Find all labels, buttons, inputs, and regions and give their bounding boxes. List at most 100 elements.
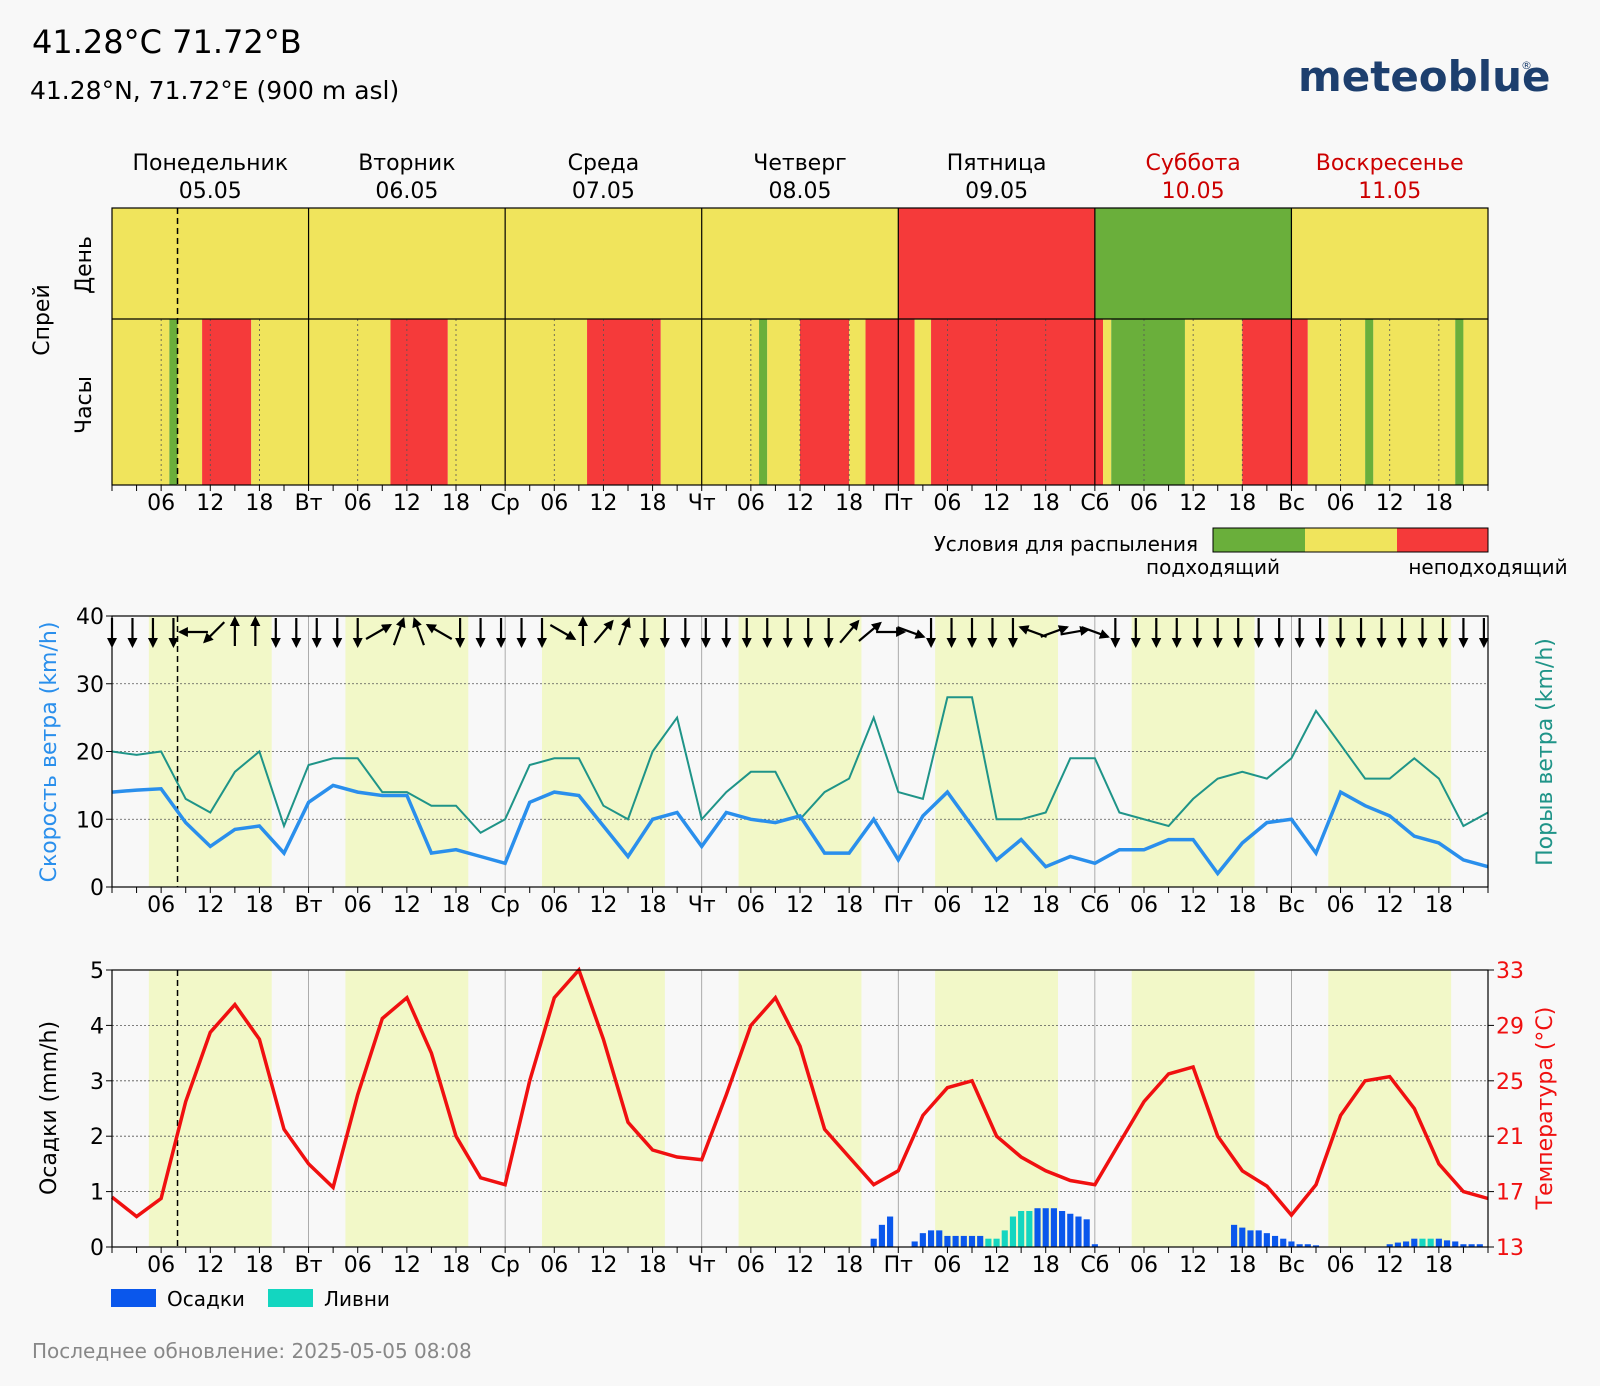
temperature-y-tick-label: 25 — [1496, 1070, 1524, 1095]
precip-bar — [1075, 1216, 1082, 1247]
precip-bar — [1263, 1233, 1270, 1247]
precip-bar — [960, 1235, 967, 1247]
hour-axis-label: 12 — [983, 491, 1011, 516]
day-axis-label: Вс — [1278, 1253, 1305, 1278]
day-name: Четверг — [753, 151, 846, 176]
wind-arrow-head — [1315, 638, 1326, 648]
wind-arrow-head — [168, 638, 179, 648]
temperature-y-tick-label: 21 — [1496, 1125, 1524, 1150]
wind-direction-arrow — [365, 624, 393, 640]
wind-arrow-head — [1458, 638, 1469, 648]
wind-direction-arrow — [425, 624, 453, 640]
legend-frame — [1212, 527, 1489, 553]
wind-arrow-head — [1110, 638, 1121, 648]
day-axis-label: Ср — [490, 893, 519, 918]
precip-bar — [1067, 1213, 1074, 1247]
spray-hour-cell — [1365, 319, 1374, 485]
wind-direction-arrow — [1151, 618, 1162, 648]
precip-axis-label: Осадки (mm/h) — [37, 1021, 62, 1195]
day-axis-label: Чт — [688, 1253, 716, 1278]
wind-arrow-head — [1151, 638, 1162, 648]
wind-arrow-head — [762, 638, 773, 648]
wind-direction-arrow — [537, 618, 547, 648]
hour-axis-label: 18 — [245, 1253, 273, 1278]
wind-arrow-head — [967, 638, 977, 648]
spray-hour-cell — [1307, 319, 1366, 485]
day-axis-label: Сб — [1080, 491, 1109, 516]
wind-direction-arrow — [967, 618, 977, 648]
precip-legend-label: Осадки — [167, 1287, 245, 1311]
hour-axis-label: 18 — [835, 893, 863, 918]
spray-axis-label: Спрей — [30, 284, 55, 356]
day-axis-label: Сб — [1080, 893, 1109, 918]
wind-arrow-head — [1192, 638, 1203, 648]
hour-axis-label: 18 — [639, 893, 667, 918]
day-axis-label: Сб — [1080, 1253, 1109, 1278]
hour-axis-label: 06 — [1327, 893, 1355, 918]
precip-legend-swatch — [111, 1289, 156, 1307]
hour-axis-label: 06 — [147, 491, 175, 516]
precip-bar — [1411, 1238, 1418, 1247]
wind-arrow-head — [680, 638, 691, 648]
precip-bar — [1239, 1227, 1246, 1247]
spray-hour-cell — [1184, 319, 1243, 485]
wind-direction-arrow — [1212, 618, 1223, 648]
showers-bar — [1026, 1210, 1033, 1247]
wind-direction-arrow — [475, 618, 486, 648]
showers-legend-label: Ливни — [324, 1287, 390, 1311]
wind-arrow-head — [1478, 638, 1489, 648]
wind-direction-arrow — [700, 618, 711, 648]
spray-hour-cell — [660, 319, 760, 485]
wind-arrow-head — [896, 627, 907, 637]
spray-hour-cell — [177, 319, 203, 485]
day-date: 06.05 — [375, 179, 438, 204]
spray-hour-cell — [767, 319, 800, 485]
hour-axis-label: 06 — [933, 1253, 961, 1278]
hour-axis-label: 12 — [393, 1253, 421, 1278]
wind-direction-arrow — [1315, 618, 1326, 648]
wind-direction-arrow — [1233, 618, 1244, 648]
day-axis-label: Вт — [295, 491, 323, 516]
wind-direction-arrow — [1356, 618, 1367, 648]
wind-direction-arrow — [1040, 625, 1069, 638]
day-name: Понедельник — [132, 151, 288, 176]
precip-bar — [1403, 1241, 1410, 1247]
wind-arrow-head — [603, 619, 614, 631]
spray-hour-cell — [251, 319, 391, 485]
hour-axis-label: 18 — [1228, 491, 1256, 516]
precip-bar — [1435, 1238, 1442, 1247]
day-date: 07.05 — [572, 179, 635, 204]
wind-direction-arrow — [1437, 618, 1448, 648]
spray-hour-cell — [112, 319, 170, 485]
temperature-series-line — [110, 966, 1489, 1219]
hour-axis-label: 18 — [245, 491, 273, 516]
gust-axis-label: Порыв ветра (km/h) — [1533, 638, 1558, 866]
wind-direction-arrow — [270, 618, 281, 648]
daylight-band — [1131, 970, 1255, 1247]
wind-arrow-head — [926, 638, 937, 648]
hour-axis-label: 12 — [786, 1253, 814, 1278]
precip-bar — [1452, 1241, 1459, 1247]
hour-axis-label: 18 — [442, 491, 470, 516]
spray-day-cell — [112, 208, 309, 319]
precip-bar — [977, 1235, 984, 1247]
spray-hour-cell — [1242, 319, 1308, 485]
legend-moderate-swatch — [1305, 528, 1397, 552]
hour-axis-label: 12 — [1376, 1253, 1404, 1278]
spray-hour-cell — [914, 319, 932, 485]
spray-hour-cell — [931, 319, 1104, 485]
spray-day-row-label: День — [72, 236, 97, 294]
wind-arrow-head — [1018, 625, 1030, 635]
wind-arrow-head — [229, 616, 240, 626]
wind-arrow-head — [311, 638, 322, 648]
wind-direction-arrow — [926, 618, 937, 648]
wind-arrow-head — [1417, 638, 1428, 648]
precip-bar — [1476, 1244, 1483, 1247]
wind-direction-arrow — [721, 618, 732, 648]
day-axis-label: Ср — [490, 1253, 519, 1278]
precip-bar — [1288, 1241, 1295, 1247]
hour-axis-label: 18 — [835, 491, 863, 516]
wind-arrow-head — [291, 638, 302, 648]
hour-axis-label: 18 — [1032, 1253, 1060, 1278]
